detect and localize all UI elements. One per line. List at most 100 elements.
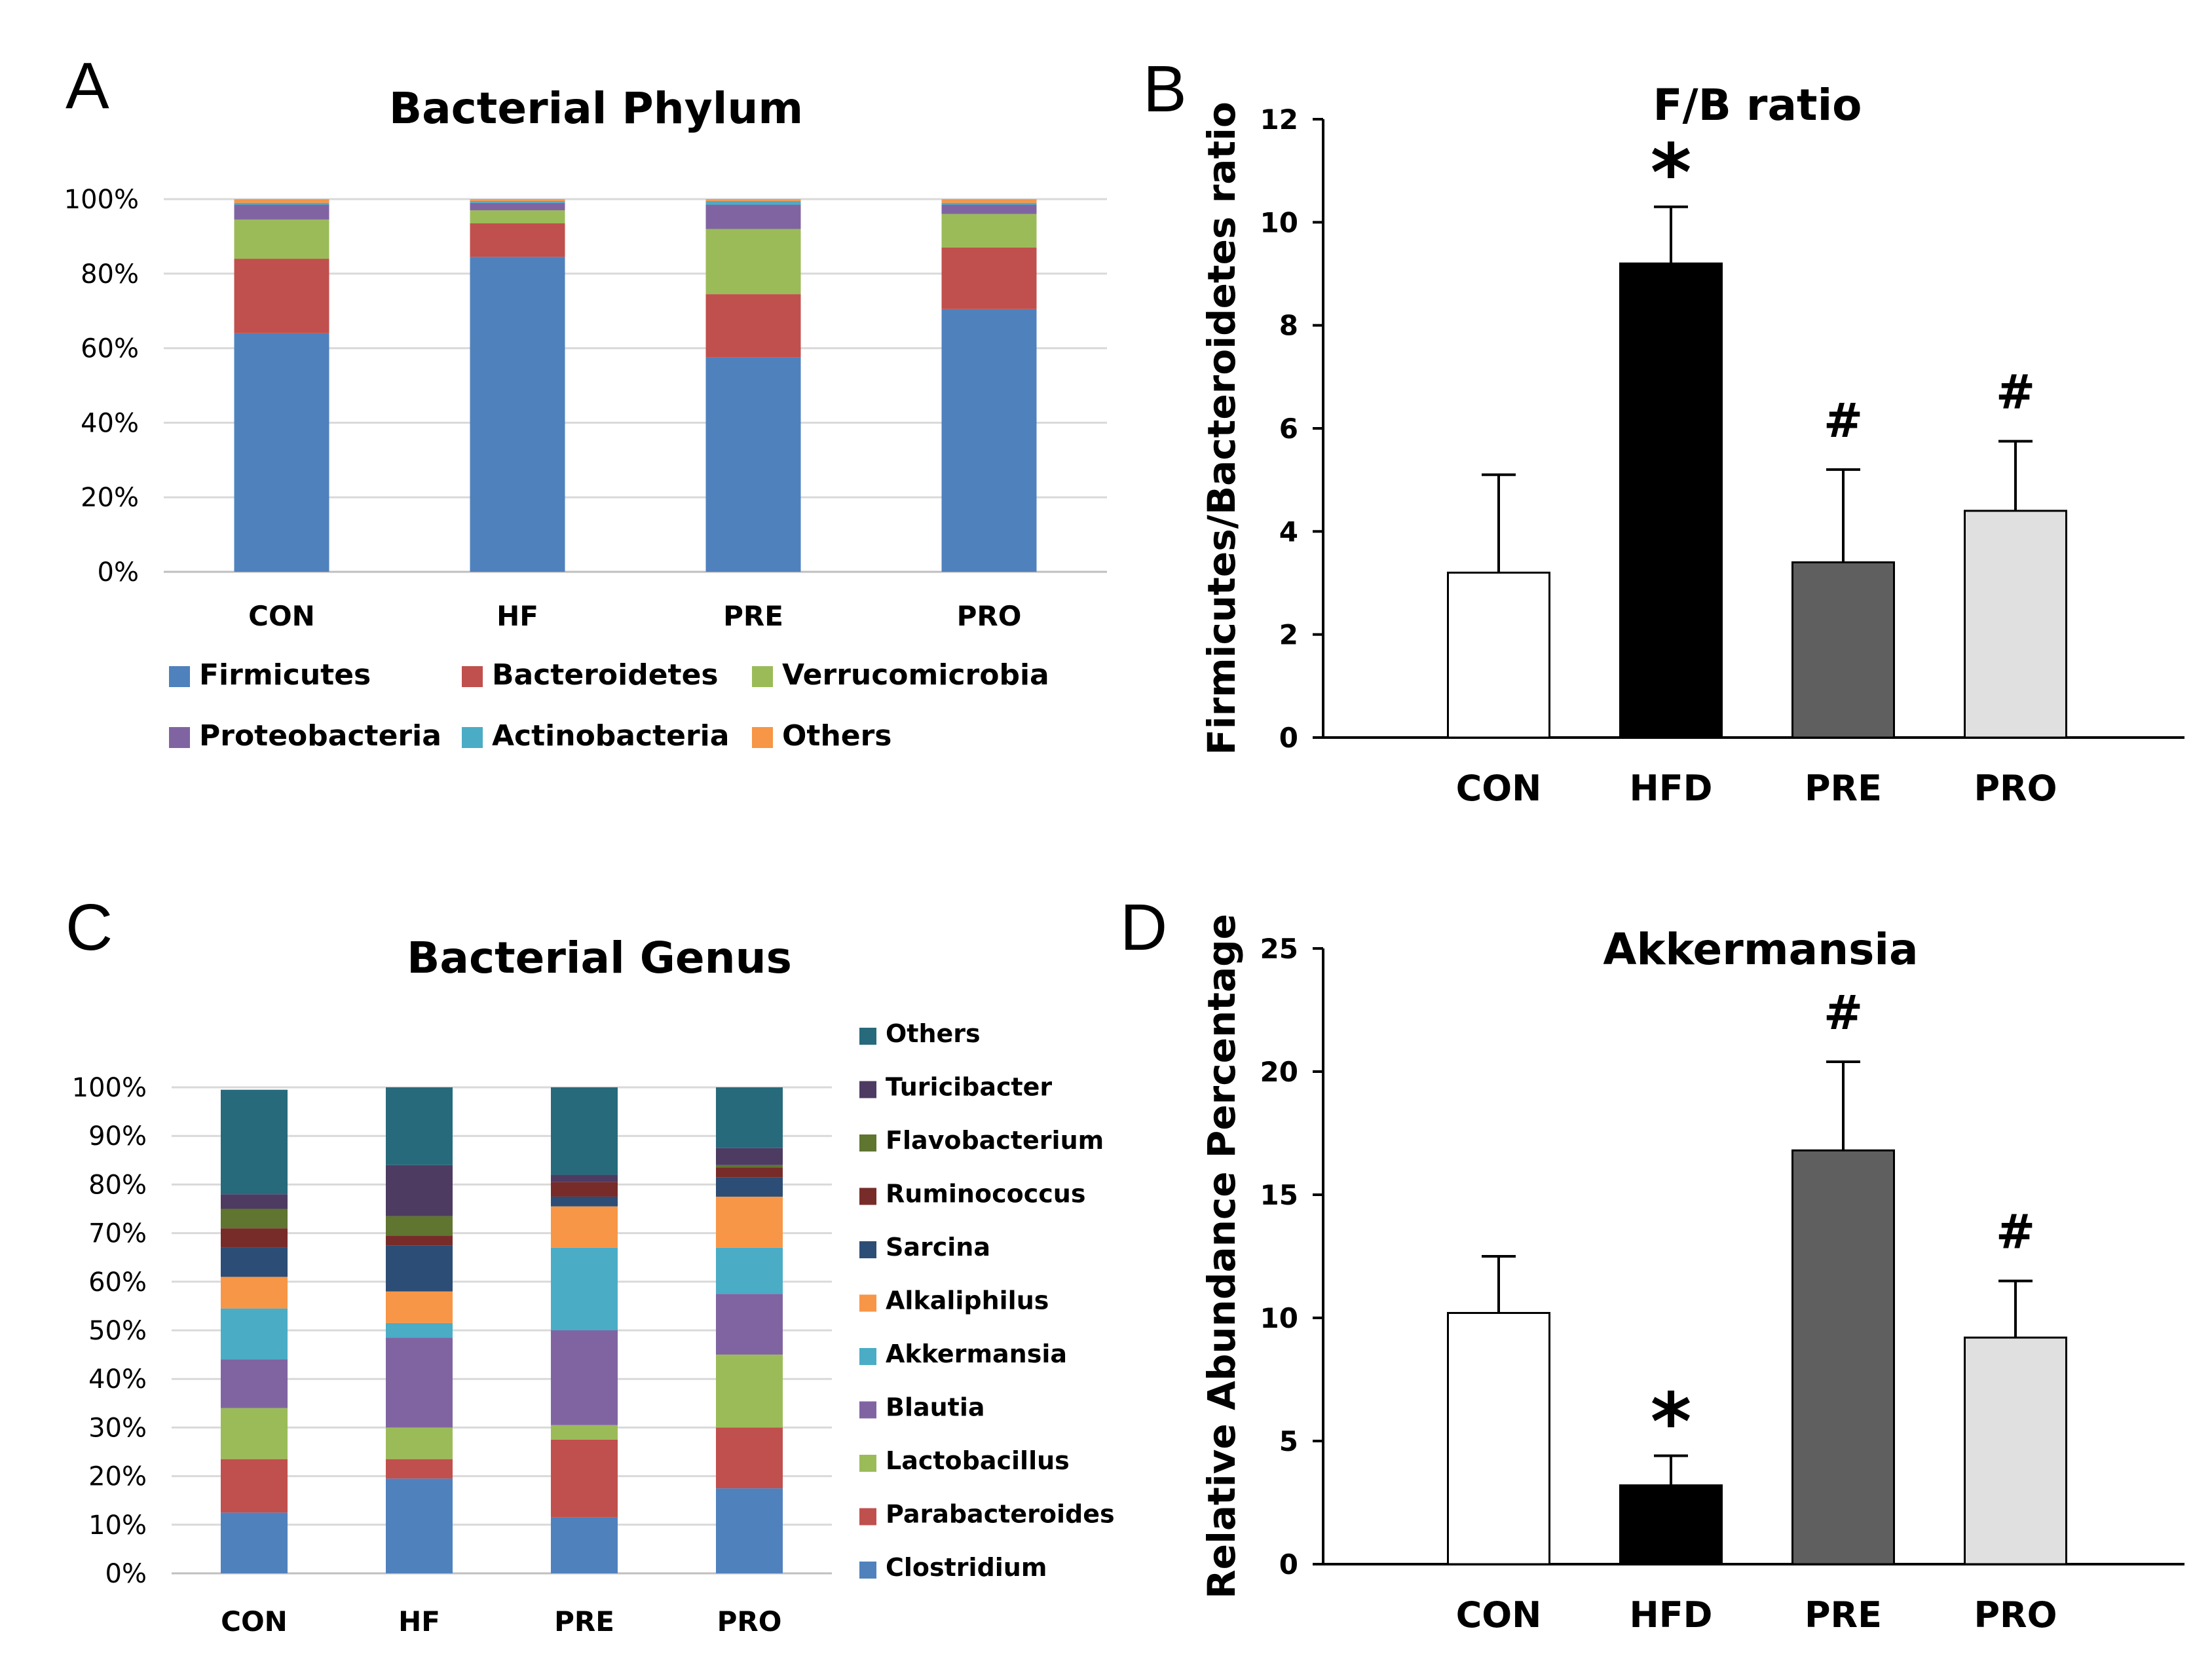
- y-tick-label: 10: [1260, 1302, 1298, 1334]
- bar-segment-actinobacteria: [705, 200, 801, 205]
- bar: [1619, 262, 1723, 739]
- legend-swatch: [859, 1188, 876, 1205]
- y-tick-label: 0%: [105, 1559, 147, 1589]
- bar-segment-flavobacterium: [386, 1216, 453, 1236]
- bar-segment-actinobacteria: [234, 202, 329, 205]
- panel-letter-d: D: [1120, 891, 1167, 964]
- bar-segment-flavobacterium: [221, 1208, 288, 1229]
- bar-segment-verrucomicrobia: [941, 214, 1037, 248]
- bar-segment-others: [386, 1087, 453, 1165]
- bar: [1447, 571, 1550, 739]
- panel-d-akkermansia-chart: Akkermansia 0 5 10 15 20 25 Relative Abundance …: [1199, 914, 2184, 1636]
- bar-segment-clostridium: [386, 1478, 453, 1573]
- bar-segment-verrucomicrobia: [705, 229, 801, 295]
- y-tick-label: 20%: [81, 483, 139, 513]
- legend-swatch: [169, 727, 190, 748]
- bar: [1791, 561, 1895, 739]
- bar-segment-bacteroidetes: [941, 247, 1037, 309]
- legend-label: Lactobacillus: [886, 1446, 1070, 1475]
- bar-segment-clostridium: [551, 1517, 618, 1573]
- panel-letter-b: B: [1143, 52, 1187, 126]
- x-category-label: PRO: [717, 1605, 782, 1638]
- y-tick-label: 40%: [81, 408, 139, 438]
- bar-segment-bacteroidetes: [470, 223, 565, 257]
- legend-swatch: [752, 727, 773, 748]
- significance-hash: #: [1996, 1205, 2035, 1260]
- legend-swatch: [859, 1348, 876, 1365]
- x-category-label: PRO: [957, 600, 1022, 632]
- legend-label: Clostridium: [886, 1553, 1047, 1582]
- bar-segment-verrucomicrobia: [234, 219, 329, 259]
- legend-swatch: [859, 1028, 876, 1045]
- y-tick-label: 0: [1279, 722, 1298, 754]
- y-tick-label: 2: [1279, 619, 1298, 651]
- bar-segment-turicibacter: [716, 1148, 783, 1165]
- y-axis-label: Firmicutes/Bacteroidetes ratio: [1199, 102, 1244, 755]
- y-tick-label: 80%: [81, 259, 139, 290]
- x-category-label: HFD: [1630, 768, 1713, 809]
- bar-segment-bacteroidetes: [234, 259, 329, 333]
- bar-segment-clostridium: [221, 1512, 288, 1573]
- bar: [1619, 1484, 1723, 1565]
- chart-title: F/B ratio: [1653, 80, 1862, 130]
- panel-a-phylum-chart: Bacterial Phylum 0% 20% 40% 60% 80% 100% CON HF P…: [64, 83, 1107, 753]
- bar-segment-ruminococcus: [716, 1167, 783, 1178]
- bar-segment-turicibacter: [386, 1165, 453, 1216]
- y-tick-label: 6: [1279, 413, 1298, 445]
- y-tick-label: 0%: [98, 557, 139, 588]
- y-tick-label: 30%: [88, 1413, 147, 1443]
- bar-segment-turicibacter: [221, 1194, 288, 1209]
- y-tick-label: 20%: [88, 1462, 147, 1492]
- bar: [1964, 1336, 2067, 1565]
- legend-swatch: [859, 1508, 876, 1526]
- bar-segment-others: [705, 199, 801, 201]
- x-category-label: HF: [398, 1605, 440, 1638]
- bar-segment-lactobacillus: [716, 1355, 783, 1428]
- bar-segment-akkermansia: [221, 1308, 288, 1360]
- legend-swatch: [859, 1241, 876, 1258]
- chart-title: Bacterial Phylum: [389, 83, 803, 134]
- bar-segment-firmicutes: [470, 257, 565, 572]
- bar-segment-akkermansia: [716, 1247, 783, 1294]
- significance-hash: #: [1824, 393, 1863, 448]
- legend-label: Alkaliphilus: [886, 1286, 1049, 1315]
- legend-label: Parabacteroides: [886, 1500, 1115, 1529]
- bar-segment-sarcina: [386, 1245, 453, 1292]
- bar-segment-ruminococcus: [386, 1235, 453, 1246]
- bar-segment-proteobacteria: [234, 204, 329, 220]
- legend-label: Blautia: [886, 1393, 985, 1422]
- bar-segment-proteobacteria: [705, 204, 801, 229]
- bar-segment-others: [551, 1087, 618, 1175]
- significance-hash: #: [1824, 985, 1863, 1040]
- x-category-label: PRE: [1805, 1594, 1882, 1636]
- bar-segment-turicibacter: [551, 1174, 618, 1182]
- bar-segment-blautia: [221, 1359, 288, 1408]
- bar-segment-lactobacillus: [221, 1408, 288, 1459]
- y-axis-label: Relative Abundance Percentage: [1199, 914, 1244, 1599]
- y-tick-label: 40%: [88, 1364, 147, 1395]
- bar-segment-alkaliphilus: [221, 1277, 288, 1309]
- bar-segment-others: [716, 1087, 783, 1148]
- legend-swatch: [859, 1401, 876, 1419]
- y-tick-label: 100%: [64, 185, 139, 215]
- x-category-label: PRO: [1974, 1594, 2057, 1636]
- bar-segment-others: [221, 1089, 288, 1195]
- legend-label: Actinobacteria: [492, 719, 729, 753]
- legend-label: Bacteroidetes: [492, 658, 719, 692]
- bar-segment-blautia: [386, 1338, 453, 1428]
- significance-star: *: [1651, 128, 1692, 219]
- x-category-label: CON: [1456, 768, 1542, 809]
- x-category-label: HF: [497, 600, 538, 632]
- significance-hash: #: [1996, 365, 2035, 420]
- x-category-label: PRE: [1805, 768, 1882, 809]
- y-tick-label: 70%: [88, 1219, 147, 1249]
- bar-segment-lactobacillus: [551, 1425, 618, 1440]
- chart-title: Akkermansia: [1603, 924, 1918, 975]
- y-tick-label: 80%: [88, 1170, 147, 1200]
- bar-segment-parabacteroides: [551, 1439, 618, 1518]
- bar-segment-actinobacteria: [941, 202, 1037, 205]
- legend-swatch: [859, 1455, 876, 1472]
- legend-label: Others: [782, 719, 892, 753]
- legend-swatch: [462, 727, 483, 748]
- x-category-label: CON: [221, 1605, 288, 1638]
